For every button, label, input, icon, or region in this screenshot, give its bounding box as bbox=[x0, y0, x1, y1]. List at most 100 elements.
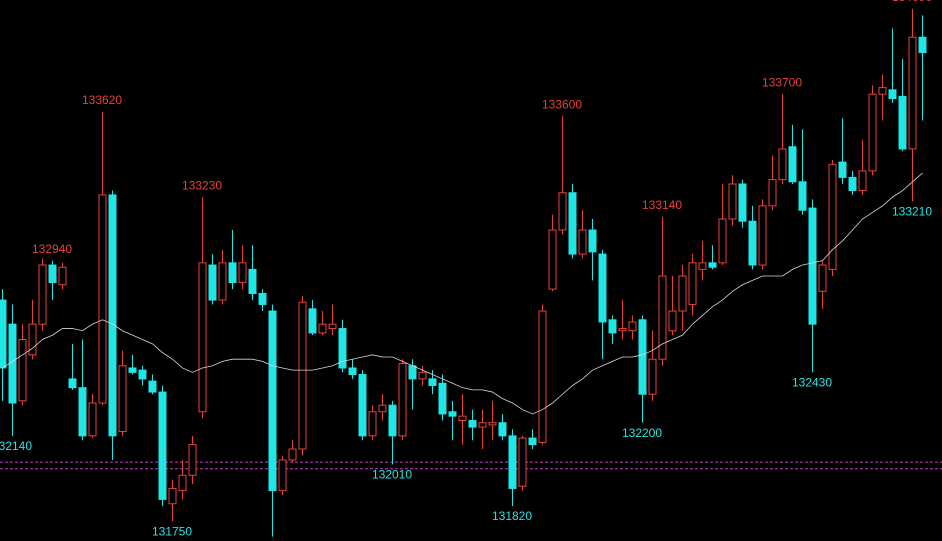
high-label: 133700 bbox=[762, 75, 802, 89]
candle-body bbox=[268, 310, 277, 492]
candle-body bbox=[638, 319, 647, 395]
high-label: 134090 bbox=[892, 0, 932, 4]
candle-body bbox=[538, 310, 547, 443]
candle-body bbox=[278, 459, 287, 492]
low-label: 132200 bbox=[622, 426, 662, 440]
candle-body bbox=[68, 378, 77, 389]
low-label: 132430 bbox=[792, 376, 832, 390]
candle-body bbox=[438, 382, 447, 415]
candle-body bbox=[98, 194, 107, 404]
high-label: 133620 bbox=[82, 93, 122, 107]
candle-body bbox=[408, 365, 417, 380]
candle-body bbox=[588, 229, 597, 253]
candle-body bbox=[848, 176, 857, 192]
candle-body bbox=[918, 36, 927, 54]
candle-body bbox=[688, 262, 697, 305]
candle-body bbox=[888, 89, 897, 100]
candle-body bbox=[798, 181, 807, 211]
candle-body bbox=[318, 323, 327, 334]
candle-body bbox=[118, 365, 127, 432]
low-label: 132140 bbox=[0, 439, 32, 453]
candle-body bbox=[678, 275, 687, 312]
candle-body bbox=[48, 264, 57, 284]
candle-body bbox=[508, 435, 517, 489]
low-label: 131750 bbox=[152, 524, 192, 538]
candle-body bbox=[248, 268, 257, 294]
candle-body bbox=[78, 387, 87, 437]
candle-body bbox=[618, 328, 627, 332]
candle-body bbox=[128, 367, 137, 373]
candle-body bbox=[648, 358, 657, 395]
candle-body bbox=[908, 36, 917, 150]
candle-body bbox=[238, 262, 247, 284]
candle-body bbox=[198, 262, 207, 413]
candle-body bbox=[0, 299, 7, 369]
candle-body bbox=[878, 87, 887, 95]
candle-body bbox=[168, 487, 177, 505]
candle-body bbox=[658, 275, 667, 360]
moving-average bbox=[2, 172, 923, 415]
candle-body bbox=[208, 264, 217, 301]
candle-body bbox=[448, 411, 457, 417]
candle-body bbox=[218, 262, 227, 301]
candle-body bbox=[498, 422, 507, 437]
candle-body bbox=[188, 444, 197, 476]
candle-body bbox=[228, 262, 237, 284]
low-label: 132010 bbox=[372, 468, 412, 482]
candle-body bbox=[298, 301, 307, 450]
candle-body bbox=[308, 308, 317, 334]
candle-body bbox=[378, 404, 387, 413]
candle-body bbox=[138, 369, 147, 380]
candle-body bbox=[38, 264, 47, 325]
candle-body bbox=[18, 338, 27, 402]
candle-body bbox=[748, 220, 757, 266]
candle-body bbox=[348, 367, 357, 376]
candle-body bbox=[288, 448, 297, 461]
candle-body bbox=[458, 415, 467, 422]
candle-body bbox=[368, 411, 377, 437]
candle-body bbox=[58, 266, 67, 286]
candle-body bbox=[898, 95, 907, 150]
candle-body bbox=[668, 310, 677, 332]
candle-body bbox=[598, 253, 607, 323]
candle-body bbox=[808, 207, 817, 325]
candle-body bbox=[478, 422, 487, 428]
high-label: 133600 bbox=[542, 97, 582, 111]
candle-body bbox=[488, 422, 497, 426]
candle-body bbox=[708, 262, 717, 268]
candle-body bbox=[698, 262, 707, 270]
candle-body bbox=[468, 420, 477, 428]
candle-body bbox=[768, 179, 777, 207]
candle-body bbox=[178, 474, 187, 492]
candle-body bbox=[868, 93, 877, 172]
candle-body bbox=[338, 328, 347, 369]
candle-body bbox=[108, 194, 117, 437]
high-label: 132940 bbox=[32, 242, 72, 256]
candle-body bbox=[738, 183, 747, 222]
candle-body bbox=[568, 192, 577, 255]
candle-body bbox=[718, 218, 727, 264]
candle-body bbox=[628, 321, 637, 332]
candle-body bbox=[758, 205, 767, 266]
high-label: 133230 bbox=[182, 178, 222, 192]
candle-body bbox=[778, 148, 787, 181]
candle-body bbox=[28, 323, 37, 356]
candle-body bbox=[328, 323, 337, 330]
candle-body bbox=[418, 371, 427, 380]
candle-body bbox=[258, 292, 267, 305]
candle-body bbox=[388, 404, 397, 437]
candle-body bbox=[158, 391, 167, 500]
candle-body bbox=[578, 229, 587, 255]
candle-body bbox=[518, 437, 527, 487]
high-label: 133140 bbox=[642, 198, 682, 212]
candle-body bbox=[788, 146, 797, 183]
low-label: 133210 bbox=[892, 205, 932, 219]
candle-body bbox=[828, 163, 837, 270]
candle-body bbox=[608, 319, 617, 334]
candle-body bbox=[528, 437, 537, 446]
candle-body bbox=[728, 183, 737, 220]
candle-body bbox=[548, 229, 557, 290]
low-label: 131820 bbox=[492, 509, 532, 523]
